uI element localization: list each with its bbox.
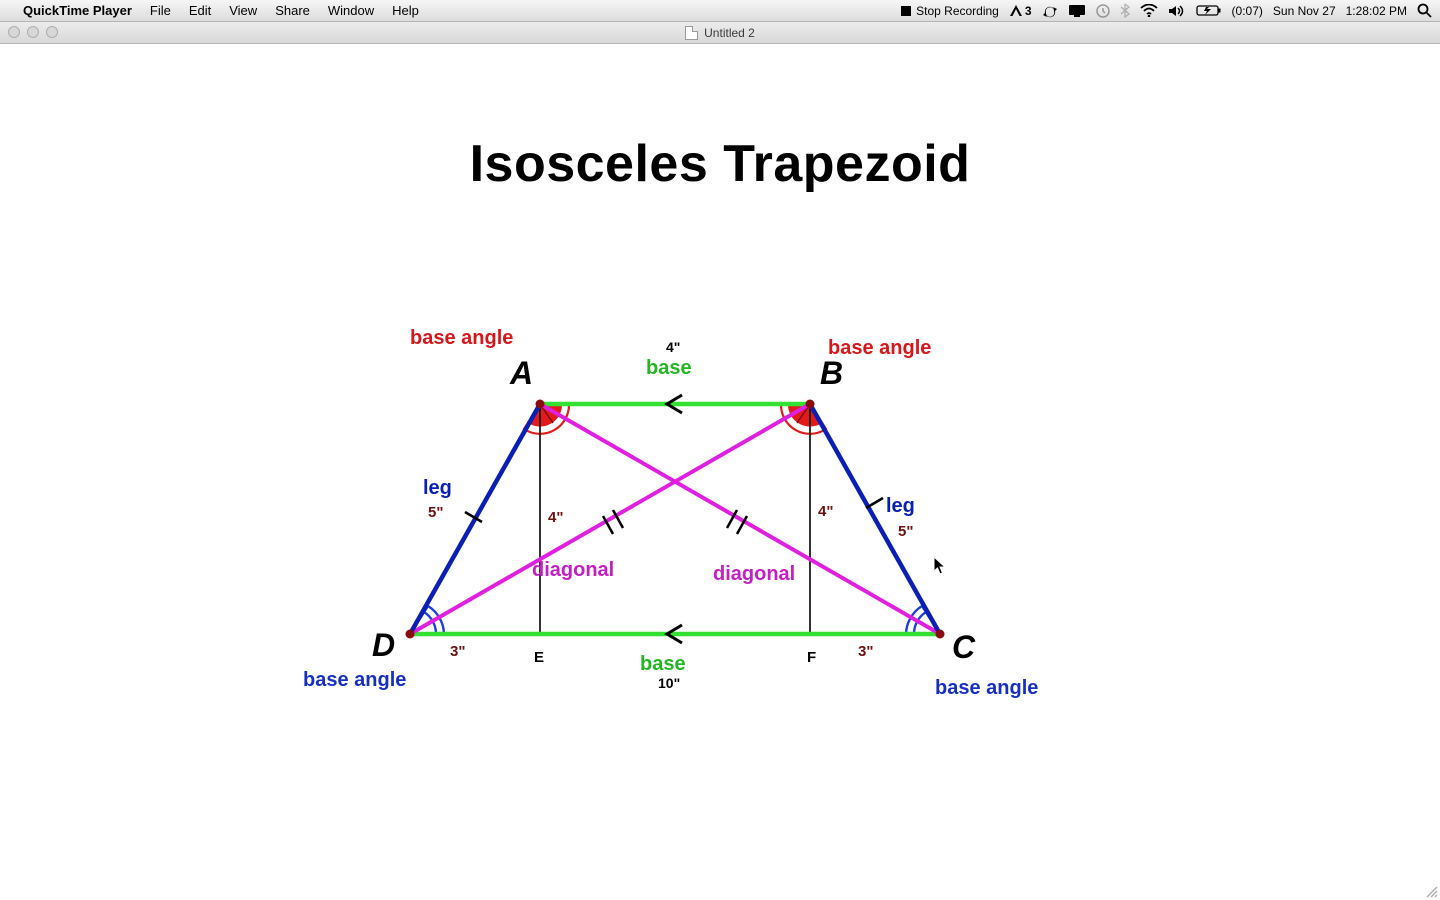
- menu-date[interactable]: Sun Nov 27: [1273, 4, 1336, 18]
- document-content: Isosceles Trapezoid: [0, 44, 1440, 900]
- volume-menu-extra-icon[interactable]: [1168, 4, 1186, 18]
- measure-bottom-base: 10": [658, 675, 680, 691]
- label-point-F: F: [807, 649, 816, 666]
- measure-leg-left: 5": [428, 504, 443, 521]
- stop-recording-icon: [900, 5, 912, 17]
- stop-recording-menu-extra[interactable]: Stop Recording: [900, 4, 999, 18]
- vertex-B-dot: [806, 400, 815, 409]
- spotlight-menu-extra-icon[interactable]: [1417, 3, 1432, 18]
- wifi-menu-extra-icon[interactable]: [1140, 4, 1158, 17]
- label-base-angle-B: base angle: [828, 337, 931, 359]
- menu-window[interactable]: Window: [319, 3, 383, 18]
- document-proxy-icon[interactable]: [685, 26, 698, 40]
- menu-edit[interactable]: Edit: [180, 3, 220, 18]
- label-leg-left: leg: [423, 477, 452, 499]
- label-vertex-C: C: [952, 629, 976, 665]
- measure-altitude-right: 4": [818, 503, 833, 520]
- window-title-bar: Untitled 2: [0, 22, 1440, 44]
- menu-time[interactable]: 1:28:02 PM: [1346, 4, 1407, 18]
- label-vertex-D: D: [372, 627, 395, 663]
- stop-recording-label: Stop Recording: [916, 4, 999, 18]
- close-button[interactable]: [8, 26, 20, 38]
- vertex-A-dot: [536, 400, 545, 409]
- mouse-cursor-icon: [933, 556, 947, 576]
- label-vertex-A: A: [509, 355, 533, 391]
- label-base-angle-A: base angle: [410, 327, 513, 349]
- measure-top-base: 4": [666, 339, 680, 355]
- zoom-button[interactable]: [46, 26, 58, 38]
- diagonal-AC: [540, 404, 940, 634]
- time-machine-menu-extra-icon[interactable]: [1096, 4, 1110, 18]
- menu-bar: QuickTime Player File Edit View Share Wi…: [0, 0, 1440, 22]
- window-title-text: Untitled 2: [704, 26, 755, 40]
- measure-altitude-left: 4": [548, 509, 563, 526]
- menu-help[interactable]: Help: [383, 3, 428, 18]
- window-title: Untitled 2: [685, 26, 755, 40]
- resize-grip-icon[interactable]: [1424, 884, 1438, 898]
- adobe-badge-count: 3: [1025, 4, 1032, 18]
- label-leg-right: leg: [886, 495, 915, 517]
- vertex-C-dot: [936, 630, 945, 639]
- label-top-base: base: [646, 357, 692, 379]
- menu-view[interactable]: View: [220, 3, 266, 18]
- label-point-E: E: [534, 649, 544, 666]
- measure-FC: 3": [858, 643, 873, 660]
- label-diagonal-left: diagonal: [532, 559, 614, 581]
- battery-menu-extra-icon[interactable]: [1196, 4, 1222, 17]
- menu-bar-right: Stop Recording 3 (0:07) Sun Nov 27 1:28:…: [900, 3, 1432, 18]
- label-base-angle-C: base angle: [935, 677, 1038, 699]
- adobe-menu-extra[interactable]: 3: [1009, 4, 1032, 18]
- menu-share[interactable]: Share: [266, 3, 319, 18]
- measure-DE: 3": [450, 643, 465, 660]
- tick-leg-BC: [866, 498, 883, 508]
- label-base-angle-D: base angle: [303, 669, 406, 691]
- menu-file[interactable]: File: [141, 3, 180, 18]
- label-bottom-base: base: [640, 653, 686, 675]
- menu-bar-left: QuickTime Player File Edit View Share Wi…: [8, 3, 428, 18]
- app-name-menu[interactable]: QuickTime Player: [14, 3, 141, 18]
- diagram-title: Isosceles Trapezoid: [0, 134, 1440, 194]
- diagonal-BD: [410, 404, 810, 634]
- recording-time: (0:07): [1232, 4, 1263, 18]
- label-vertex-B: B: [820, 355, 843, 391]
- display-menu-extra-icon[interactable]: [1068, 4, 1086, 17]
- vertex-D-dot: [406, 630, 415, 639]
- label-diagonal-right: diagonal: [713, 563, 795, 585]
- adobe-icon: [1009, 4, 1023, 17]
- measure-leg-right: 5": [898, 523, 913, 540]
- bluetooth-menu-extra-icon[interactable]: [1120, 3, 1130, 18]
- window-traffic-lights: [8, 26, 58, 38]
- minimize-button[interactable]: [27, 26, 39, 38]
- sync-menu-extra-icon[interactable]: [1042, 4, 1058, 18]
- trapezoid-diagram: A B C D E F base angle base angle base a…: [250, 284, 1150, 764]
